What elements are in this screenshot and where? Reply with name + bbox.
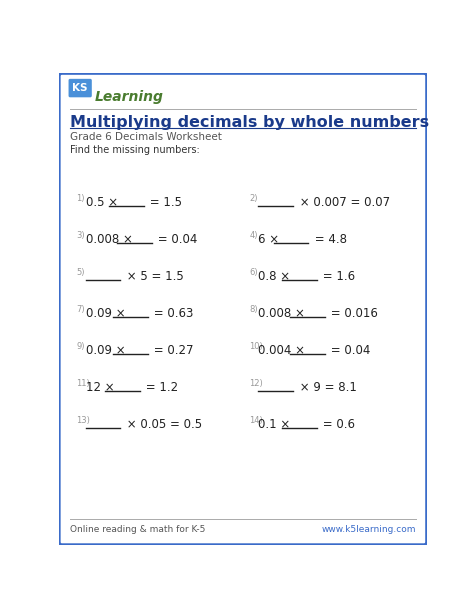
Text: = 0.63: = 0.63 [150,307,193,320]
Text: 0.1 ×: 0.1 × [258,418,294,431]
Text: 7): 7) [76,305,85,315]
Text: Find the missing numbers:: Find the missing numbers: [70,146,200,155]
Text: × 9 = 8.1: × 9 = 8.1 [296,381,356,394]
Text: = 0.6: = 0.6 [319,418,355,431]
Text: = 0.27: = 0.27 [150,344,193,357]
Text: 12 ×: 12 × [86,381,118,394]
Text: = 1.6: = 1.6 [319,271,355,283]
Text: 12): 12) [249,379,263,388]
Text: Grade 6 Decimals Worksheet: Grade 6 Decimals Worksheet [70,132,222,143]
Text: Learning: Learning [95,89,164,103]
Text: = 4.8: = 4.8 [311,233,347,246]
Text: 0.8 ×: 0.8 × [258,271,294,283]
Text: 3): 3) [76,231,85,241]
Text: = 0.016: = 0.016 [327,307,378,320]
Text: 6): 6) [249,269,258,277]
Text: 1): 1) [76,195,85,203]
Text: 0.09 ×: 0.09 × [86,344,129,357]
FancyBboxPatch shape [59,73,427,545]
FancyBboxPatch shape [69,79,92,97]
Text: 8): 8) [249,305,258,315]
Text: Online reading & math for K-5: Online reading & math for K-5 [70,524,205,534]
Text: 2): 2) [249,195,258,203]
Text: 9): 9) [76,342,85,351]
Text: × 0.05 = 0.5: × 0.05 = 0.5 [123,418,202,431]
Text: 0.004 ×: 0.004 × [258,344,309,357]
Text: Multiplying decimals by whole numbers: Multiplying decimals by whole numbers [70,115,429,130]
Text: × 5 = 1.5: × 5 = 1.5 [123,271,183,283]
Text: 6 ×: 6 × [258,233,283,246]
Text: = 0.04: = 0.04 [154,233,198,246]
Text: 5): 5) [76,269,85,277]
Text: × 0.007 = 0.07: × 0.007 = 0.07 [296,196,390,209]
Text: = 1.2: = 1.2 [142,381,178,394]
Text: 4): 4) [249,231,258,241]
Text: 11): 11) [76,379,90,388]
Text: = 1.5: = 1.5 [146,196,182,209]
Text: 0.008 ×: 0.008 × [86,233,136,246]
Text: 0.09 ×: 0.09 × [86,307,129,320]
Text: 14): 14) [249,416,263,425]
Text: 13): 13) [76,416,90,425]
Text: 0.5 ×: 0.5 × [86,196,121,209]
Text: = 0.04: = 0.04 [327,344,370,357]
Text: KS: KS [73,83,88,93]
Text: 10): 10) [249,342,263,351]
Text: www.k5learning.com: www.k5learning.com [321,524,416,534]
Text: 0.008 ×: 0.008 × [258,307,309,320]
